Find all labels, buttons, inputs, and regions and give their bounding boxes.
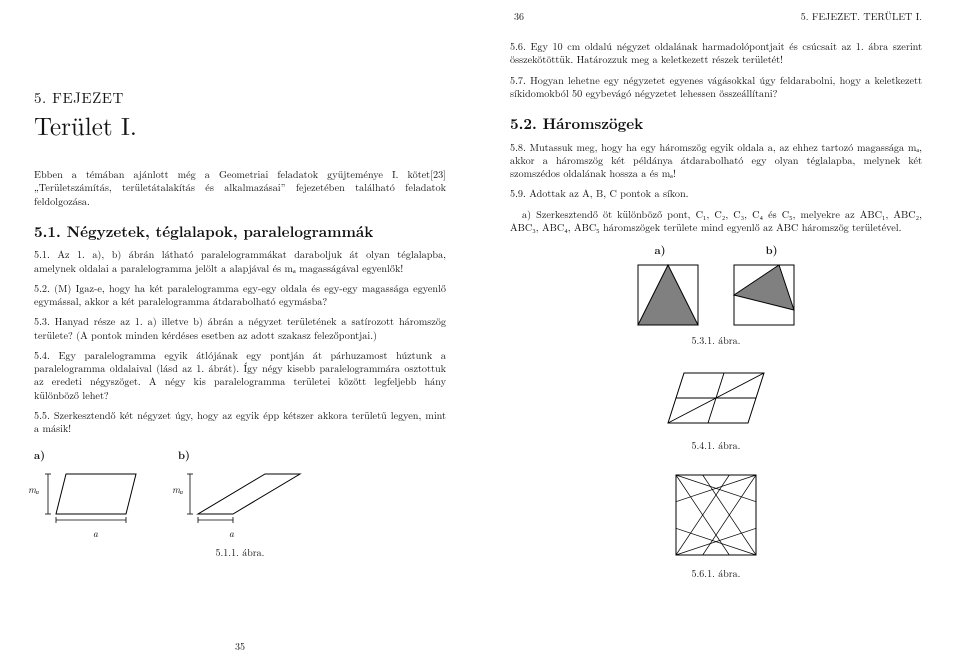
label-base-a: a [93, 527, 98, 540]
figure-5-1-1-a: a) mₐ a [34, 449, 144, 542]
label-531-a: a) [654, 244, 665, 258]
figure-5-1-1: a) mₐ a [34, 449, 446, 559]
figure-5-6-1: 5.6.1. ábra. [510, 470, 922, 580]
section-5-1-heading: 5.1. Négyzetek, téglalapok, paralelogram… [34, 222, 446, 242]
parallelogram-a [34, 464, 144, 526]
figure-5-1-1-b: b) mₐ a [178, 449, 308, 542]
problem-5-2: 5.2. (M) Igaz-e, hogy ha két paralelogra… [34, 282, 446, 309]
problem-5-3: 5.3. Hanyad része az 1. a) illetve b) áb… [34, 315, 446, 342]
running-head-title: 5. FEJEZET. TERÜLET I. [801, 10, 922, 23]
square-a [633, 260, 703, 330]
chapter-title: Terület I. [34, 110, 446, 143]
label-ma: mₐ [28, 483, 39, 496]
parallelogram-split [656, 365, 776, 431]
problem-5-9-b: a) Szerkesztendő öt különböző pont, C₁, … [510, 208, 922, 235]
problem-5-9-a: 5.9. Adottak az A, B, C pontok a síkon. [510, 187, 922, 200]
problem-5-5: 5.5. Szerkesztendő két négyzet úgy, hogy… [34, 409, 446, 436]
problem-5-7: 5.7. Hogyan lehetne egy négyzetet egyene… [510, 74, 922, 101]
label-531-b: b) [766, 244, 778, 258]
figure-5-6-1-caption: 5.6.1. ábra. [510, 567, 922, 580]
figure-5-4-1-caption: 5.4.1. ábra. [510, 439, 922, 452]
intro-paragraph: Ebben a témában ajánlott még a Geometria… [34, 168, 446, 208]
page-right: 36 5. FEJEZET. TERÜLET I. 5.6. Egy 10 cm… [480, 0, 960, 665]
figure-5-1-1-caption: 5.1.1. ábra. [34, 546, 446, 559]
problem-5-8: 5.8. Mutassuk meg, hogy ha egy háromszög… [510, 141, 922, 181]
label-a: a) [34, 449, 144, 463]
figure-5-3-1-caption: 5.3.1. ábra. [510, 334, 922, 347]
two-page-spread: 5. FEJEZET Terület I. Ebben a témában aj… [0, 0, 960, 665]
square-thirds [671, 470, 761, 560]
page-number-left: 35 [0, 640, 480, 653]
section-5-2-heading: 5.2. Háromszögek [510, 114, 922, 134]
figure-5-3-1: a) b) 5.3.1. ábra. [510, 244, 922, 347]
parallelogram-b [178, 464, 308, 526]
chapter-number: 5. FEJEZET [34, 88, 446, 108]
problem-5-1: 5.1. Az 1. a), b) ábrán látható paralelo… [34, 248, 446, 275]
page-left: 5. FEJEZET Terület I. Ebben a témában aj… [0, 0, 480, 665]
label-base-b: a [229, 527, 234, 540]
running-head-pagenum: 36 [514, 10, 524, 23]
label-ma-b: mₐ [172, 483, 183, 496]
problem-5-4: 5.4. Egy paralelogramma egyik átlójának … [34, 349, 446, 402]
square-b [729, 260, 799, 330]
problem-5-6: 5.6. Egy 10 cm oldalú négyzet oldalának … [510, 40, 922, 67]
label-b: b) [178, 449, 308, 463]
figure-5-4-1: 5.4.1. ábra. [510, 365, 922, 451]
